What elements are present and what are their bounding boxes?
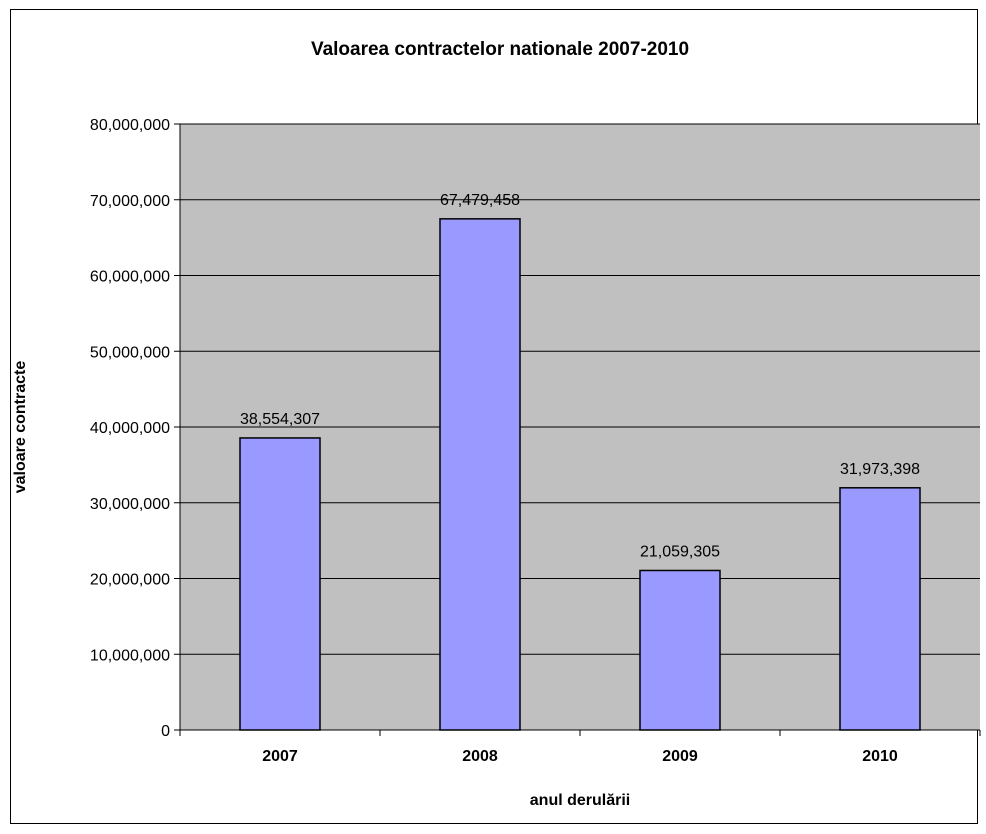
y-tick-label: 20,000,000 bbox=[90, 572, 170, 589]
x-tick-label: 2009 bbox=[662, 748, 698, 765]
bar-2008 bbox=[439, 218, 521, 731]
bar-2009 bbox=[639, 569, 721, 731]
y-tick-label: 60,000,000 bbox=[90, 269, 170, 286]
x-tick-labels: 2007 2008 2009 2010 bbox=[262, 748, 898, 765]
x-axis-title: anul derulării bbox=[530, 792, 630, 809]
y-tick-label: 80,000,000 bbox=[90, 117, 170, 134]
data-labels: 38,554,307 67,479,458 21,059,305 31,973,398 bbox=[240, 192, 920, 561]
x-tick-label: 2007 bbox=[262, 748, 298, 765]
chart-title: Valoarea contractelor nationale 2007-201… bbox=[311, 39, 689, 60]
bar-2007 bbox=[239, 437, 321, 731]
y-tick-label: 10,000,000 bbox=[90, 647, 170, 664]
data-label: 21,059,305 bbox=[640, 543, 720, 560]
bar-2010 bbox=[839, 487, 921, 731]
bars bbox=[239, 218, 921, 731]
x-tick-label: 2010 bbox=[862, 748, 898, 765]
y-tick-labels: 0 10,000,000 20,000,000 30,000,000 40,000,00… bbox=[90, 117, 170, 740]
data-label: 38,554,307 bbox=[240, 411, 320, 428]
y-axis-title: valoare contracte bbox=[12, 361, 29, 494]
axes bbox=[174, 123, 981, 736]
y-tick-label: 40,000,000 bbox=[90, 420, 170, 437]
y-tick-label: 0 bbox=[161, 723, 170, 740]
x-tick-label: 2008 bbox=[462, 748, 498, 765]
y-tick-label: 70,000,000 bbox=[90, 193, 170, 210]
y-tick-label: 30,000,000 bbox=[90, 496, 170, 513]
y-tick-label: 50,000,000 bbox=[90, 344, 170, 361]
data-label: 67,479,458 bbox=[440, 192, 520, 209]
data-label: 31,973,398 bbox=[840, 461, 920, 478]
